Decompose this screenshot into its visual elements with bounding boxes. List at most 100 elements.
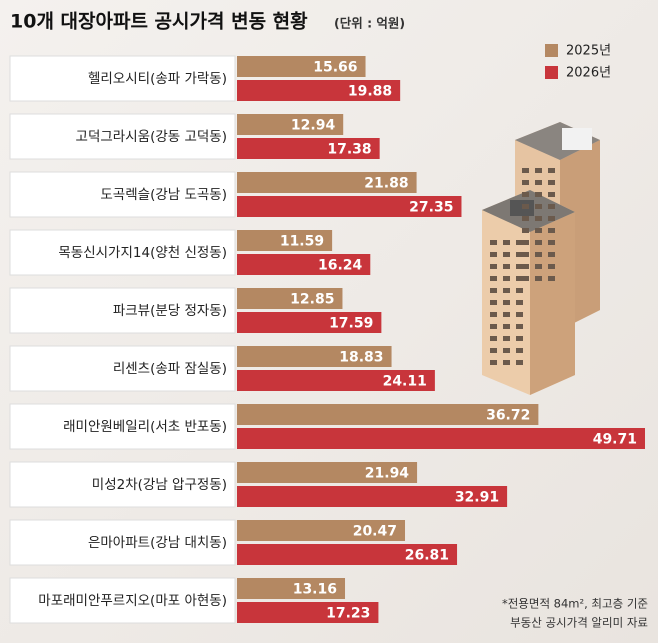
bar	[237, 114, 344, 135]
window	[490, 276, 497, 281]
legend-label: 2025년	[566, 44, 611, 59]
category-box	[9, 461, 236, 508]
window	[503, 312, 510, 317]
value-label: 21.88	[364, 176, 408, 192]
window	[522, 240, 529, 245]
value-label: 26.81	[405, 548, 449, 564]
value-label: 15.66	[313, 60, 357, 76]
window	[535, 264, 542, 269]
window	[522, 252, 529, 257]
window	[548, 180, 555, 185]
window	[535, 168, 542, 173]
category-box	[9, 113, 236, 160]
window	[522, 264, 529, 269]
window	[522, 192, 529, 197]
window	[490, 252, 497, 257]
window	[490, 360, 497, 365]
window	[535, 276, 542, 281]
window	[516, 324, 523, 329]
bar	[237, 172, 417, 193]
window	[490, 336, 497, 341]
bar	[237, 346, 392, 367]
window	[516, 312, 523, 317]
value-label: 12.94	[291, 118, 336, 134]
value-label: 36.72	[486, 408, 530, 424]
window	[516, 348, 523, 353]
window	[548, 228, 555, 233]
window	[503, 288, 510, 293]
window	[522, 276, 529, 281]
window	[503, 264, 510, 269]
category-label: 파크뷰(분당 정자동)	[113, 303, 227, 319]
note: 부동산 공시가격 알리미 자료	[510, 616, 648, 630]
category-label: 고덕그라시움(강동 고덕동)	[76, 129, 227, 145]
bar	[237, 370, 435, 391]
window	[503, 240, 510, 245]
bar	[237, 196, 462, 217]
bar	[237, 462, 418, 483]
window	[516, 276, 523, 281]
window	[535, 240, 542, 245]
window	[548, 252, 555, 257]
category-box	[9, 403, 236, 450]
window	[535, 192, 542, 197]
window	[535, 228, 542, 233]
window	[535, 204, 542, 209]
window	[516, 252, 523, 257]
window	[490, 288, 497, 293]
window	[503, 336, 510, 341]
bar	[237, 428, 645, 449]
window	[503, 276, 510, 281]
category-box	[9, 171, 236, 218]
window	[490, 348, 497, 353]
category-label: 래미안원베일리(서초 반포동)	[63, 419, 227, 435]
bar	[237, 80, 401, 101]
value-label: 19.88	[348, 84, 392, 100]
value-label: 18.83	[339, 350, 383, 366]
category-label: 마포래미안푸르지오(마포 아현동)	[38, 593, 227, 609]
window	[516, 360, 523, 365]
window	[522, 228, 529, 233]
chart-title: 10개 대장아파트 공시가격 변동 현황	[10, 10, 308, 33]
window	[522, 180, 529, 185]
window	[548, 192, 555, 197]
window	[522, 168, 529, 173]
value-label: 13.16	[293, 582, 337, 598]
bar	[237, 288, 343, 309]
category-box	[9, 287, 236, 334]
legend-label: 2026년	[566, 66, 611, 81]
window	[516, 240, 523, 245]
window	[490, 312, 497, 317]
value-label: 20.47	[353, 524, 397, 540]
bar	[237, 138, 380, 159]
window	[490, 300, 497, 305]
bar	[237, 56, 366, 77]
bar	[237, 230, 333, 251]
bar	[237, 312, 382, 333]
window	[490, 264, 497, 269]
unit-label: (단위 : 억원)	[334, 16, 405, 31]
window	[516, 336, 523, 341]
window	[548, 240, 555, 245]
value-label: 17.23	[326, 606, 370, 622]
window	[548, 216, 555, 221]
window	[516, 288, 523, 293]
window	[503, 324, 510, 329]
category-box	[9, 345, 236, 392]
window	[490, 240, 497, 245]
category-label: 리센츠(송파 잠실동)	[113, 361, 227, 377]
windows	[490, 168, 555, 365]
bar	[237, 520, 406, 541]
bar	[237, 602, 379, 623]
category-box	[9, 519, 236, 566]
window	[548, 168, 555, 173]
category-label: 헬리오시티(송파 가락동)	[88, 71, 227, 87]
window	[503, 300, 510, 305]
window	[522, 204, 529, 209]
category-box	[9, 577, 236, 624]
window	[522, 216, 529, 221]
value-label: 32.91	[455, 490, 499, 506]
value-label: 17.38	[327, 142, 371, 158]
